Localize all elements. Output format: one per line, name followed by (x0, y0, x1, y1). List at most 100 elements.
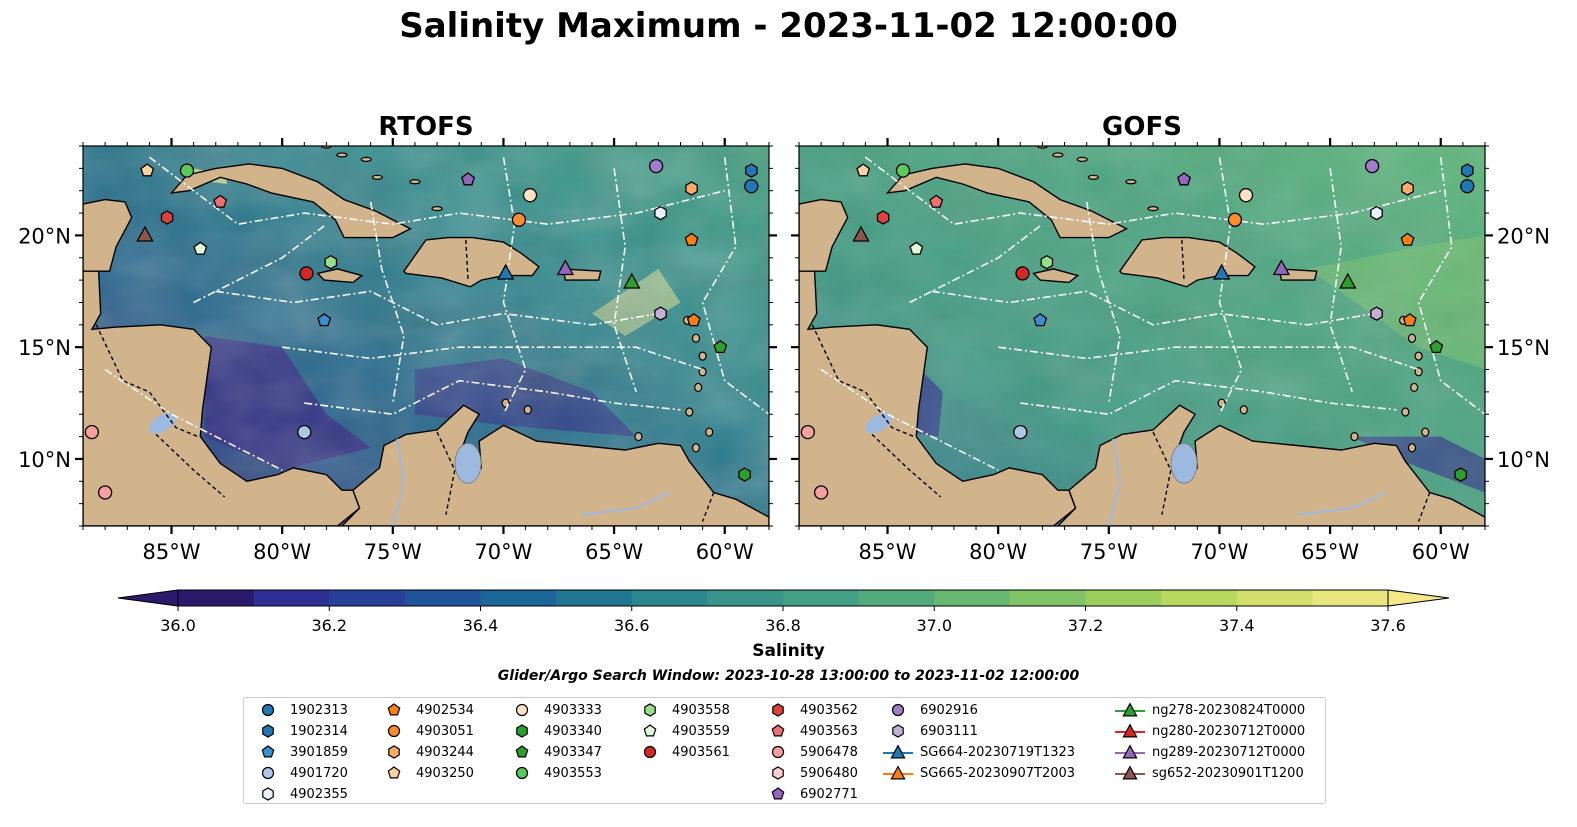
obs-marker (1015, 266, 1030, 281)
obs-marker (684, 232, 699, 246)
colorbar-segment (1236, 590, 1313, 606)
obs-marker (876, 210, 890, 225)
colorbar-segment (707, 590, 784, 606)
legend-item: 4901720 (252, 763, 348, 783)
obs-marker (744, 179, 759, 194)
legend-label: 4903561 (672, 744, 730, 760)
legend-item: ng289-20230712T0000 (1114, 742, 1305, 762)
legend-marker-icon (515, 703, 529, 717)
colorbar-label: Salinity (752, 641, 825, 661)
search-window-note: Glider/Argo Search Window: 2023-10-28 13… (497, 668, 1080, 684)
obs-marker (895, 163, 911, 178)
legend-item: SG664-20230719T1323 (882, 742, 1075, 762)
legend-marker-icon (772, 766, 784, 780)
obs-marker (648, 158, 664, 174)
obs-marker (1370, 205, 1383, 221)
colorbar-segment (934, 590, 1011, 606)
legend-label: 4903553 (544, 765, 602, 781)
legend-item: 6903111 (882, 721, 978, 741)
x-tick-label: 80°W (253, 540, 311, 564)
legend-item: 4902355 (252, 784, 348, 804)
legend-label: 4903347 (544, 744, 602, 760)
legend-marker-icon (892, 724, 904, 738)
legend-marker-icon (771, 745, 785, 759)
obs-marker (160, 210, 174, 225)
obs-marker (685, 181, 698, 196)
legend-item: 4903558 (634, 700, 730, 720)
legend-item: 5906480 (762, 763, 858, 783)
legend-label: 4903250 (416, 765, 474, 781)
legend-marker-icon (387, 766, 401, 779)
legend-label: ng289-20230712T0000 (1152, 744, 1306, 760)
legend-label: 4903051 (416, 723, 474, 739)
legend-label: 4902534 (416, 702, 474, 718)
legend-marker-icon (515, 766, 529, 780)
legend-marker-icon (387, 724, 401, 738)
legend-marker-icon (644, 703, 656, 717)
legend-marker-icon (262, 787, 274, 801)
y-tick-label: 10°N (1497, 448, 1550, 472)
panel-title-gofs: GOFS (1102, 112, 1182, 142)
obs-marker (654, 205, 667, 221)
legend-item: 4903333 (506, 700, 602, 720)
legend-marker-icon (261, 766, 275, 780)
obs-marker (1402, 313, 1417, 327)
legend-label: 1902314 (290, 723, 348, 739)
obs-marker (522, 188, 538, 203)
y-tick-label: 10°N (18, 448, 71, 472)
obs-marker (1401, 181, 1414, 196)
legend-label: ng278-20230824T0000 (1152, 702, 1306, 718)
obs-marker (1238, 188, 1254, 203)
obs-marker (1461, 163, 1474, 178)
legend-label: 4903333 (544, 702, 602, 718)
legend-item: 4903559 (634, 721, 730, 741)
obs-marker (909, 241, 924, 255)
obs-marker (299, 266, 314, 281)
legend-label: 4902355 (290, 786, 348, 802)
legend-item: 4903347 (506, 742, 602, 762)
legend-label: 4903562 (800, 702, 858, 718)
legend-item: 6902916 (882, 700, 978, 720)
colorbar-tick-label: 36.2 (311, 616, 347, 635)
legend-label: SG665-20230907T2003 (920, 765, 1076, 781)
obs-marker (1339, 272, 1357, 289)
lake-nicaragua (865, 412, 893, 434)
legend-item: 1902314 (252, 721, 348, 741)
legend-label: 4903559 (672, 723, 730, 739)
colorbar-extend-high (1387, 589, 1450, 607)
obs-marker (852, 225, 870, 242)
legend-marker-icon (387, 703, 401, 716)
colorbar-segment (783, 590, 860, 606)
x-tick-label: 65°W (1301, 540, 1359, 564)
obs-marker (1040, 254, 1054, 270)
legend-item: ng278-20230824T0000 (1114, 700, 1305, 720)
colorbar-tick-label: 37.4 (1219, 616, 1255, 635)
obs-marker (1213, 263, 1231, 280)
legend-item: 4903562 (762, 700, 858, 720)
legend-marker-icon (883, 765, 913, 780)
obs-marker (84, 424, 100, 440)
legend-item: 4903561 (634, 742, 730, 762)
legend: 1902313 1902314 3901859 4901720 4902355 49025… (243, 697, 1326, 804)
legend-item: 3901859 (252, 742, 348, 762)
obs-marker (654, 306, 667, 321)
legend-item: 5906478 (762, 742, 858, 762)
legend-label: SG664-20230719T1323 (920, 744, 1076, 760)
x-tick-label: 85°W (859, 540, 917, 564)
legend-marker-icon (516, 724, 528, 738)
map-rtofs: 85°W 80°W 75°W 70°W 65°W 60°W 20°N 15°N 10°N (18, 138, 777, 564)
colorbar-tick-label: 36.0 (160, 616, 196, 635)
obs-marker (1227, 212, 1243, 227)
obs-marker (136, 225, 154, 242)
obs-marker (1454, 467, 1467, 482)
x-tick-label: 80°W (969, 540, 1027, 564)
y-tick-label: 15°N (18, 336, 71, 360)
colorbar-segment (1085, 590, 1162, 606)
obs-marker (1364, 158, 1380, 174)
obs-marker (297, 424, 312, 440)
legend-label: 6903111 (920, 723, 978, 739)
colorbar-tick-label: 36.4 (463, 616, 499, 635)
obs-marker (623, 272, 641, 289)
legend-label: 4903340 (544, 723, 602, 739)
legend-marker-icon (1115, 723, 1145, 738)
